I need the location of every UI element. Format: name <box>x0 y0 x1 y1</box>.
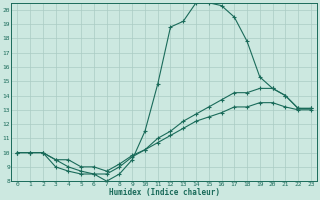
X-axis label: Humidex (Indice chaleur): Humidex (Indice chaleur) <box>108 188 220 197</box>
